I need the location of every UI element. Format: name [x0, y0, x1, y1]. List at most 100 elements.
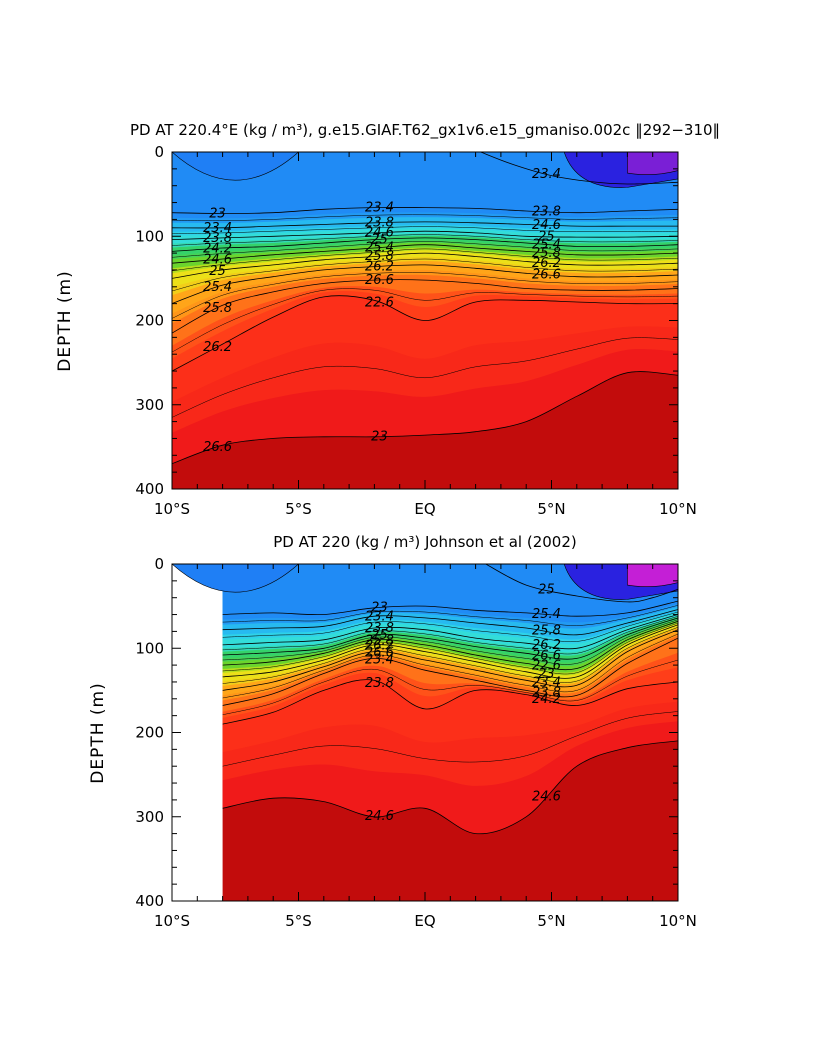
top-contour-label: 26.6 [532, 268, 561, 283]
top-contour-label: 25 [209, 264, 226, 279]
bottom-contour-label: 25 [538, 582, 555, 597]
top-contour-label: 23 [371, 430, 388, 445]
top-contour-label: 23.4 [203, 221, 232, 236]
bottom-isopycnal-minor [222, 659, 678, 716]
bottom-isopycnals [222, 564, 678, 835]
top-contour-label: 23 [209, 206, 226, 221]
bottom-isopycnal-23 [222, 600, 678, 617]
top-axis-ticks: 10°S 5°S EQ 5°N 10°N 0 100 200 300 400 [135, 143, 697, 518]
top-contour-label: 26.2 [365, 259, 394, 274]
top-contour-label: 25 [538, 230, 555, 245]
bottom-contour-label: 24.6 [532, 790, 561, 805]
bottom-isopycnal-minor [222, 615, 678, 655]
top-y-tick-label: 100 [135, 227, 164, 245]
top-isopycnal-26.2 [172, 295, 678, 372]
bottom-contour-label: 23 [538, 667, 555, 682]
bottom-x-tick-label: 5°N [537, 912, 565, 930]
bottom-west-surface-patch [172, 564, 299, 593]
bottom-isopycnal-25.8 [222, 637, 678, 706]
top-isopycnal-23.4 [172, 221, 678, 229]
bottom-isopycnal-minor [222, 622, 678, 675]
top-contour-label: 25 [371, 232, 388, 247]
bottom-contour-label: 23.8 [532, 685, 561, 700]
top-isopycnal-minor [172, 258, 678, 292]
top-isopycnal-minor [172, 214, 678, 221]
top-isopycnal-23 [172, 207, 678, 214]
top-y-tick-label: 200 [135, 312, 164, 330]
top-density-field [172, 152, 678, 489]
bottom-contour-labels: 2323.423.82525.826.226.623.423.824.62525… [365, 582, 561, 823]
bottom-contour-label: 25.4 [532, 607, 561, 622]
bottom-isopycnal-minor [222, 626, 678, 684]
top-isopycnal-25.4 [172, 264, 678, 304]
top-isopycnal-25.8 [172, 279, 678, 334]
top-isopycnal-minor [172, 248, 678, 272]
bottom-isopycnal-25 [222, 624, 678, 679]
bottom-contour-label: 25.8 [532, 624, 561, 639]
top-x-tick-label: 5°S [285, 500, 312, 518]
bottom-contour-label: 26.6 [365, 645, 394, 660]
bottom-axis-ticks: 10°S 5°S EQ 5°N 10°N 0 100 200 300 400 [135, 555, 697, 930]
bottom-x-tick-label: 5°S [285, 912, 312, 930]
top-isopycnal-24.6 [172, 244, 678, 264]
bottom-y-tick-label: 100 [135, 639, 164, 657]
top-isopycnal-26.6 [172, 371, 678, 465]
bottom-isopycnal-26.6 [222, 740, 678, 835]
top-y-tick-label: 400 [135, 480, 164, 498]
bottom-isopycnal-23.4 [222, 609, 678, 636]
bottom-contour-label: 25 [371, 628, 388, 643]
bottom-x-tick-label: 10°S [154, 912, 190, 930]
top-y-tick-label: 300 [135, 396, 164, 414]
bottom-contour-label: 22.6 [532, 658, 561, 673]
top-panel-title: PD AT 220.4°E (kg / m³), g.e15.GIAF.T62_… [130, 121, 720, 140]
bottom-isopycnal-minor [222, 633, 678, 699]
top-x-tick-label: 5°N [537, 500, 565, 518]
top-x-tick-label: EQ [414, 500, 435, 518]
bottom-panel-title: PD AT 220 (kg / m³) Johnson et al (2002) [273, 533, 576, 551]
top-contour-label: 26.6 [365, 273, 394, 288]
bottom-y-tick-label: 0 [154, 555, 164, 573]
top-contour-label: 26.2 [532, 256, 561, 271]
bottom-y-tick-label: 400 [135, 892, 164, 910]
top-isopycnal-minor [172, 288, 678, 353]
top-x-tick-label: 10°S [154, 500, 190, 518]
top-contour-label: 24.6 [203, 252, 232, 267]
top-isopycnal-minor [172, 226, 678, 234]
bottom-contour-label: 26.2 [365, 639, 394, 654]
top-isopycnal-25 [172, 252, 678, 279]
top-y-axis-label: DEPTH (m) [55, 270, 75, 371]
bottom-isopycnal-22.6 [485, 564, 678, 603]
top-contour-label: 26.6 [203, 440, 232, 455]
top-contour-label: 23.4 [532, 167, 561, 182]
bottom-isopycnal-minor [222, 605, 678, 626]
top-contour-label: 23.8 [365, 216, 394, 231]
top-contour-label: 24.2 [203, 241, 232, 256]
bottom-isopycnal-minor [222, 711, 678, 767]
bottom-isopycnal-23.8 [222, 614, 678, 650]
top-contour-label: 25.4 [365, 241, 394, 256]
top-contour-label: 23.8 [203, 231, 232, 246]
bottom-contour-label: 23.4 [365, 609, 394, 624]
bottom-y-tick-label: 200 [135, 724, 164, 742]
bottom-contour-label: 23.8 [365, 621, 394, 636]
top-panel: PD AT 220.4°E (kg / m³), g.e15.GIAF.T62_… [55, 121, 720, 518]
top-contour-label: 23.4 [365, 201, 394, 216]
bottom-contour-label: 25.8 [365, 633, 394, 648]
bottom-contour-label: 24.2 [532, 692, 561, 707]
top-isopycnal-minor [172, 272, 678, 319]
top-contour-label: 25.4 [203, 280, 232, 295]
top-contour-label: 25.8 [203, 301, 232, 316]
top-isopycnal-minor [172, 241, 678, 258]
bottom-x-tick-label: EQ [414, 912, 435, 930]
bottom-isopycnal-minor [222, 611, 678, 643]
bottom-y-tick-label: 300 [135, 808, 164, 826]
top-isopycnals [172, 152, 678, 465]
bottom-isopycnal-minor [222, 619, 678, 665]
top-isopycnal-24.2 [172, 237, 678, 252]
top-contour-label: 25.8 [365, 249, 394, 264]
top-isopycnal-23.8 [172, 230, 678, 240]
top-isopycnal-22.6 [480, 152, 678, 185]
bottom-contour-label: 26.2 [532, 638, 561, 653]
top-contour-label: 24.6 [532, 218, 561, 233]
